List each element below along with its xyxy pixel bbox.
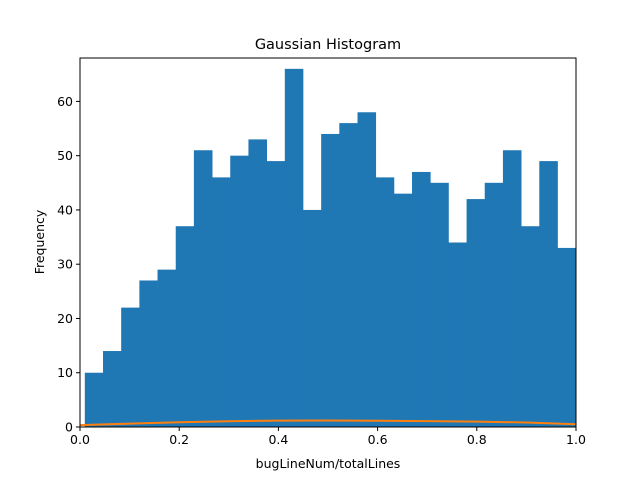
x-tick-label: 0.8 bbox=[467, 432, 487, 447]
histogram-bars bbox=[84, 68, 577, 428]
x-axis-ticks: 0.0 0.2 0.4 0.6 0.8 1.0 bbox=[70, 427, 586, 447]
histogram-bar bbox=[357, 112, 377, 427]
x-tick-label: 0.0 bbox=[70, 432, 90, 447]
chart-title: Gaussian Histogram bbox=[255, 37, 401, 53]
x-tick-label: 1.0 bbox=[566, 432, 586, 447]
histogram-bar bbox=[539, 161, 558, 427]
histogram-bar bbox=[103, 351, 122, 427]
x-tick-label: 0.2 bbox=[169, 432, 189, 447]
histogram-bar bbox=[521, 226, 540, 427]
y-tick-label: 0 bbox=[65, 420, 73, 435]
histogram-bar bbox=[157, 269, 177, 427]
histogram-bar bbox=[412, 171, 431, 427]
y-tick-label: 60 bbox=[57, 94, 73, 109]
histogram-bar bbox=[430, 182, 449, 427]
y-tick-label: 30 bbox=[57, 257, 73, 272]
histogram-bar bbox=[321, 133, 340, 427]
histogram-bar bbox=[248, 139, 267, 427]
histogram-bar bbox=[302, 209, 322, 427]
y-tick-label: 50 bbox=[57, 148, 73, 163]
histogram-bar bbox=[339, 123, 358, 427]
y-tick-label: 20 bbox=[57, 311, 73, 326]
histogram-bar bbox=[121, 307, 140, 427]
y-axis-label: Frequency bbox=[32, 209, 47, 274]
histogram-bar bbox=[448, 242, 467, 427]
histogram-bar bbox=[484, 182, 504, 427]
histogram-bar bbox=[175, 226, 195, 427]
histogram-bar bbox=[266, 161, 286, 427]
x-tick-label: 0.4 bbox=[268, 432, 288, 447]
histogram-bar bbox=[466, 199, 486, 427]
histogram-bar bbox=[193, 150, 213, 427]
histogram-bar bbox=[84, 372, 104, 427]
y-tick-label: 10 bbox=[57, 365, 73, 380]
x-axis-label: bugLineNum/totalLines bbox=[256, 456, 401, 471]
x-tick-label: 0.6 bbox=[368, 432, 388, 447]
histogram-bar bbox=[393, 193, 413, 427]
plot-frame bbox=[79, 57, 577, 428]
histogram-bar bbox=[139, 280, 158, 427]
histogram-bar bbox=[230, 155, 249, 428]
histogram-bar bbox=[284, 68, 304, 428]
y-axis-ticks: 0 10 20 30 40 50 60 bbox=[57, 94, 80, 435]
histogram-bar bbox=[212, 177, 231, 427]
gaussian-curve bbox=[79, 419, 577, 427]
histogram-bar bbox=[375, 177, 395, 427]
y-tick-label: 40 bbox=[57, 202, 73, 217]
histogram-bar bbox=[502, 150, 522, 427]
histogram-bar bbox=[557, 247, 577, 427]
